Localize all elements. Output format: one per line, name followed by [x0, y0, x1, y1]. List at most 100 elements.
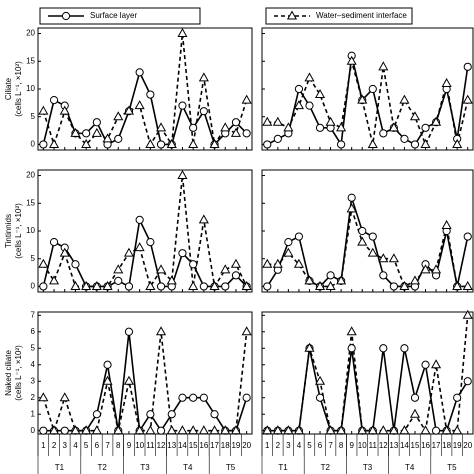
series-line — [42, 33, 248, 148]
point — [71, 260, 80, 269]
point — [379, 271, 388, 280]
point — [178, 101, 187, 110]
x-tick-label: 20 — [463, 441, 472, 450]
y-tick-label: 5 — [31, 254, 36, 263]
x-tick-label: 1 — [41, 441, 46, 450]
point — [113, 425, 124, 435]
point — [188, 138, 199, 148]
y-tick-label: 10 — [26, 84, 35, 93]
point — [441, 219, 452, 229]
point — [399, 280, 410, 290]
point — [221, 282, 230, 291]
point — [463, 377, 472, 386]
y-tick-label: 3 — [31, 376, 36, 385]
y-tick-label: 4 — [31, 360, 36, 369]
point — [70, 280, 81, 290]
point — [367, 138, 378, 148]
point — [272, 258, 283, 268]
point — [146, 237, 155, 247]
point — [145, 280, 156, 290]
point — [441, 77, 452, 87]
legend-box — [39, 7, 201, 25]
x-tick-label: 10 — [358, 441, 367, 450]
point — [304, 72, 315, 82]
point — [283, 425, 294, 435]
y-tick-label: 0 — [31, 426, 36, 435]
point — [357, 236, 368, 246]
point — [178, 249, 187, 258]
point — [177, 28, 188, 38]
point — [272, 425, 283, 435]
point — [220, 122, 231, 132]
point — [113, 111, 124, 121]
point — [441, 425, 452, 435]
point — [242, 129, 251, 138]
point — [92, 118, 101, 127]
point — [452, 280, 463, 290]
x-tick-label: 14 — [400, 441, 409, 450]
point — [379, 129, 388, 138]
point — [38, 105, 49, 115]
point — [263, 140, 272, 149]
point — [156, 140, 166, 149]
point — [263, 282, 272, 291]
point — [48, 425, 60, 435]
point — [346, 55, 357, 65]
y-axis-label: (cells L⁻¹, ×10²) — [14, 203, 23, 259]
x-tick-label: 8 — [339, 441, 344, 450]
point — [294, 84, 304, 94]
point — [102, 375, 113, 385]
x-tick-label: 20 — [242, 441, 251, 450]
y-tick-label: 15 — [26, 56, 35, 65]
point — [293, 425, 304, 435]
point — [70, 127, 81, 137]
point — [347, 344, 356, 353]
point — [39, 282, 48, 291]
point — [293, 100, 304, 110]
x-tick-label: 13 — [389, 441, 398, 450]
legend-label: Surface layer — [90, 11, 137, 20]
point — [431, 264, 442, 274]
point — [49, 237, 59, 247]
point — [198, 214, 209, 224]
x-tick-label: 11 — [146, 441, 155, 450]
y-axis-label: Naked ciliate — [4, 350, 13, 396]
group-label: T4 — [405, 463, 415, 472]
point — [358, 226, 367, 236]
point — [188, 425, 199, 435]
point — [315, 123, 325, 132]
point — [346, 203, 357, 213]
point — [146, 90, 155, 99]
point — [156, 282, 166, 291]
point — [304, 342, 315, 352]
series-line — [266, 55, 469, 147]
point — [91, 425, 102, 435]
point — [378, 253, 389, 263]
point — [388, 253, 399, 263]
point — [231, 271, 241, 280]
point — [230, 127, 242, 137]
point — [378, 61, 389, 71]
point — [167, 410, 176, 419]
point — [155, 264, 167, 274]
x-tick-label: 18 — [442, 441, 451, 450]
point — [273, 134, 282, 144]
plot-frame — [261, 169, 474, 293]
point — [91, 280, 102, 290]
point — [189, 123, 198, 132]
point — [336, 275, 347, 285]
x-tick-label: 12 — [379, 441, 388, 450]
point — [368, 84, 377, 94]
point — [410, 140, 420, 149]
point — [388, 425, 399, 435]
point — [134, 242, 145, 252]
point — [59, 105, 70, 115]
y-tick-label: 15 — [26, 198, 35, 207]
point — [325, 116, 336, 126]
series-line — [267, 315, 469, 433]
point — [135, 68, 144, 77]
group-label: T2 — [321, 463, 331, 472]
point — [60, 426, 69, 435]
point — [81, 425, 92, 435]
